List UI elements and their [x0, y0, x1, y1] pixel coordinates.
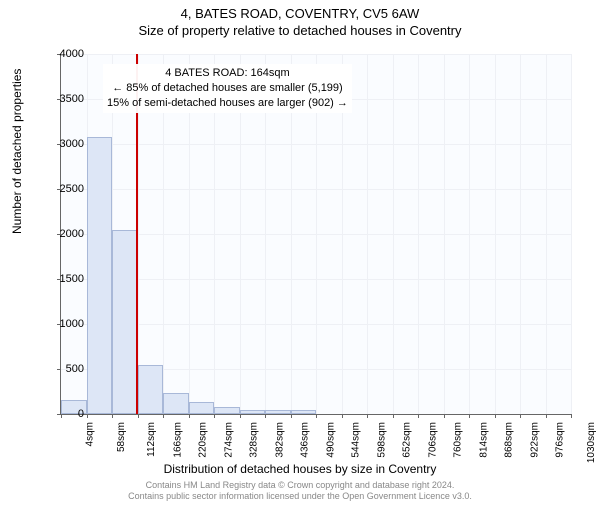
x-tick-label: 652sqm — [402, 422, 413, 458]
histogram-bar — [138, 365, 164, 415]
histogram-bar — [265, 410, 291, 414]
histogram-bar — [240, 410, 266, 415]
histogram-chart: 4 BATES ROAD: 164sqm← 85% of detached ho… — [60, 54, 571, 415]
y-axis-label: Number of detached properties — [10, 69, 24, 234]
x-tick-label: 760sqm — [453, 422, 464, 458]
histogram-bar — [112, 230, 138, 415]
page-title: 4, BATES ROAD, COVENTRY, CV5 6AW — [0, 6, 600, 21]
y-tick-label: 2000 — [60, 228, 84, 240]
annotation-box: 4 BATES ROAD: 164sqm← 85% of detached ho… — [103, 64, 352, 113]
annotation-line2: ← 85% of detached houses are smaller (5,… — [107, 81, 348, 96]
x-tick-label: 382sqm — [274, 422, 285, 458]
y-tick-label: 1000 — [60, 318, 84, 330]
y-tick-label: 3000 — [60, 138, 84, 150]
annotation-line1: 4 BATES ROAD: 164sqm — [107, 66, 348, 81]
footer-line1: Contains HM Land Registry data © Crown c… — [146, 480, 455, 490]
histogram-bar — [189, 402, 215, 414]
x-tick-label: 868sqm — [504, 422, 515, 458]
x-tick-label: 274sqm — [223, 422, 234, 458]
y-tick-label: 4000 — [60, 48, 84, 60]
x-tick-label: 58sqm — [116, 422, 127, 452]
y-tick-label: 1500 — [60, 273, 84, 285]
y-tick-label: 0 — [78, 408, 84, 420]
x-tick-label: 814sqm — [478, 422, 489, 458]
y-tick-label: 500 — [66, 363, 84, 375]
page-subtitle: Size of property relative to detached ho… — [0, 23, 600, 38]
x-tick-label: 544sqm — [351, 422, 362, 458]
x-tick-label: 706sqm — [427, 422, 438, 458]
x-axis-label: Distribution of detached houses by size … — [0, 462, 600, 476]
annotation-line3: 15% of semi-detached houses are larger (… — [107, 96, 348, 111]
histogram-bar — [163, 393, 189, 414]
x-tick-label: 220sqm — [198, 422, 209, 458]
x-tick-label: 490sqm — [325, 422, 336, 458]
histogram-bar — [214, 407, 240, 414]
x-tick-label: 328sqm — [249, 422, 260, 458]
x-tick-label: 598sqm — [376, 422, 387, 458]
histogram-bar — [291, 410, 317, 414]
x-tick-label: 922sqm — [529, 422, 540, 458]
histogram-bar — [87, 137, 113, 414]
x-tick-label: 112sqm — [146, 422, 157, 457]
y-tick-label: 3500 — [60, 93, 84, 105]
footer-attribution: Contains HM Land Registry data © Crown c… — [0, 480, 600, 503]
x-tick-label: 1030sqm — [586, 422, 597, 463]
x-tick-label: 166sqm — [172, 422, 183, 458]
y-tick-label: 2500 — [60, 183, 84, 195]
x-tick-label: 976sqm — [555, 422, 566, 458]
x-tick-label: 436sqm — [300, 422, 311, 458]
x-tick-label: 4sqm — [84, 422, 95, 446]
